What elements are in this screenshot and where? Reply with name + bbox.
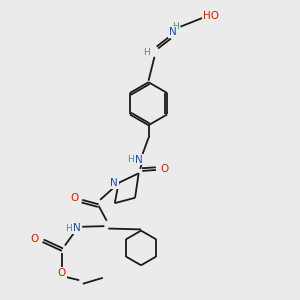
Text: N: N [169,27,177,37]
Text: H: H [143,48,150,57]
Text: O: O [31,234,39,244]
Text: N: N [110,178,118,188]
Text: N: N [73,223,81,233]
Text: O: O [160,164,168,173]
Text: HO: HO [203,11,219,21]
Text: N: N [135,154,143,165]
Text: H: H [65,224,72,233]
Text: O: O [58,268,66,278]
Text: H: H [127,155,134,164]
Text: H: H [172,22,178,31]
Text: O: O [70,194,79,203]
